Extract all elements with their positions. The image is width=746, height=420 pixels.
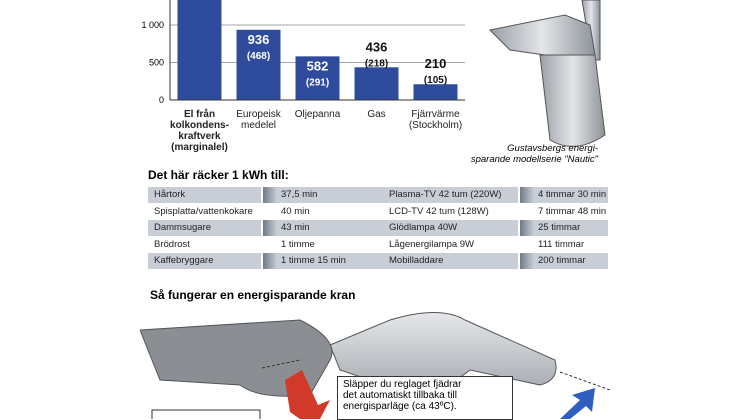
table-cell: 25 timmar [520, 220, 608, 237]
table-cell: 37,5 min [263, 187, 383, 203]
value-label: 936 [248, 32, 270, 47]
bar [177, 0, 222, 101]
bar [295, 56, 340, 100]
caption: Gustavsbergs energi- sparande modellseri… [470, 143, 598, 165]
bar-chart: 0 500 1 000 936 (468) 582 (291) 436 (218) 210 (105… [141, 0, 465, 105]
value-label: 210 [425, 56, 447, 71]
table-title: Det här räcker 1 kWh till: [148, 168, 289, 182]
table-cell: Plasma-TV 42 tum (220W) [383, 187, 518, 203]
bar [236, 29, 281, 100]
table-cell: Dammsugare [148, 220, 261, 237]
table-cell: 1 timme [281, 238, 315, 250]
y-tick-label: 1 000 [141, 20, 164, 30]
diagram-title: Så fungerar en energisparande kran [150, 288, 356, 302]
table-cell: Spisplatta/vattenkokare [154, 205, 253, 217]
table-cell: 43 min [263, 220, 383, 237]
sub-value-label: (468) [247, 51, 270, 62]
table-cell: Lågenergilampa 9W [389, 238, 475, 250]
value-label: 582 [307, 58, 329, 73]
sub-value-label: (105) [424, 75, 447, 86]
x-tick-label: El från kolkondens- kraftverk (marginale… [170, 109, 229, 153]
x-tick-label: Gas [367, 109, 386, 120]
y-tick-label: 500 [149, 57, 164, 67]
x-tick-label: Europeisk medelel [236, 109, 281, 131]
table-cell: Hårtork [148, 187, 261, 203]
table-cell: 4 timmar 30 min [520, 187, 608, 203]
sub-value-label: (218) [365, 58, 388, 69]
table-cell: 111 timmar [538, 238, 585, 250]
faucet-illustration [488, 0, 606, 147]
table-cell: 40 min [281, 205, 310, 217]
bar [413, 84, 458, 100]
table-cell: Mobilladdare [383, 253, 518, 270]
table-cell: 7 timmar 48 min [538, 205, 607, 217]
value-label: 436 [366, 39, 388, 54]
table-cell: Glödlampa 40W [383, 220, 518, 237]
callout: Släpper du reglaget fjädrar det automati… [337, 376, 513, 420]
table-cell: 1 timme 15 min [263, 253, 383, 270]
table-cell: LCD-TV 42 tum (128W) [389, 205, 489, 217]
x-tick-label: Fjärrvärme (Stockholm) [408, 109, 463, 131]
x-tick-label: Oljepanna [294, 109, 341, 120]
sub-value-label: (291) [306, 77, 329, 88]
table-cell: Kaffebryggare [148, 253, 261, 270]
bar [354, 67, 399, 100]
table-cell: Brödrost [154, 238, 190, 250]
table-cell: 200 timmar [520, 253, 608, 270]
y-tick-label: 0 [159, 95, 164, 105]
